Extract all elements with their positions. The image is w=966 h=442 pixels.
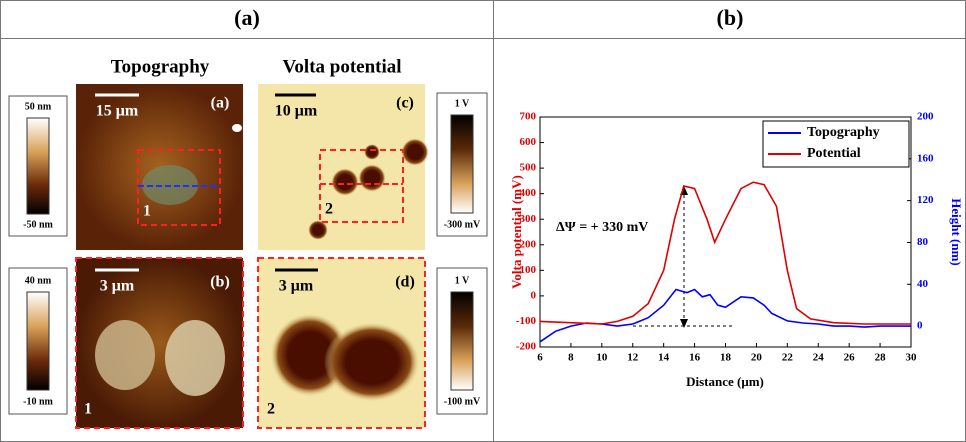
data-line xyxy=(539,181,911,325)
y2-tick-label: 160 xyxy=(917,152,934,164)
colorbar: 1 V -300 mV xyxy=(436,92,488,237)
data-line xyxy=(539,288,911,343)
colorbar: 50 nm -50 nm xyxy=(8,95,68,237)
image-label: (a) xyxy=(211,95,230,112)
x-tick-label: 12 xyxy=(627,352,639,364)
y2-tick-label: 0 xyxy=(917,320,923,332)
column-title: Topography xyxy=(111,56,210,77)
y-tick-label: 0 xyxy=(531,289,537,301)
image-label: (b) xyxy=(210,274,230,291)
y-tick-label: 500 xyxy=(520,162,537,174)
scale-label: 3 μm xyxy=(100,278,135,295)
colorbar-max: 40 nm xyxy=(25,275,52,286)
x-tick-label: 26 xyxy=(844,352,856,364)
colorbar-max: 50 nm xyxy=(25,101,52,112)
column-title: Volta potential xyxy=(282,56,401,77)
y2-axis-label: Height (nm) xyxy=(949,198,964,266)
region-label: 1 xyxy=(143,203,151,220)
y-tick-label: 400 xyxy=(520,187,537,199)
y-tick-label: 100 xyxy=(520,264,537,276)
colorbar-min: -100 mV xyxy=(444,396,481,407)
y2-tick-label: 80 xyxy=(917,236,929,248)
chart: ΔΨ = + 330 mV Distance (μm) Volta potent… xyxy=(509,111,964,389)
y-tick-label: 200 xyxy=(520,238,537,250)
micrograph: 15 μm (a) 1 xyxy=(76,84,243,250)
x-tick-label: 28 xyxy=(875,352,887,364)
x-axis-label: Distance (μm) xyxy=(686,374,764,389)
y-tick-label: 300 xyxy=(520,213,537,225)
y2-tick-label: 120 xyxy=(917,194,934,206)
image-label: (d) xyxy=(395,274,415,291)
y-tick-label: -200 xyxy=(516,341,537,353)
x-tick-label: 8 xyxy=(568,352,574,364)
x-tick-label: 20 xyxy=(751,352,763,364)
scale-label: 15 μm xyxy=(96,103,139,120)
y-tick-label: 600 xyxy=(520,136,537,148)
y-tick-label: 700 xyxy=(520,111,537,123)
x-tick-label: 6 xyxy=(537,352,543,364)
micrograph: 3 μm (b) 1 xyxy=(75,257,244,429)
colorbar: 40 nm -10 nm xyxy=(8,267,68,415)
annotation: ΔΨ = + 330 mV xyxy=(556,220,648,235)
x-tick-label: 30 xyxy=(906,352,918,364)
legend-label: Potential xyxy=(807,146,861,161)
panel-header: (b) xyxy=(717,5,744,30)
x-tick-label: 18 xyxy=(720,352,732,364)
micrograph: 3 μm (d) 2 xyxy=(257,257,426,429)
scale-label: 10 μm xyxy=(275,103,318,120)
colorbar-max: 1 V xyxy=(455,98,470,109)
x-tick-label: 16 xyxy=(689,352,701,364)
y-axis-label: Volta potential (mV) xyxy=(509,175,524,289)
legend-box xyxy=(762,120,910,168)
colorbar-min: -300 mV xyxy=(444,219,481,230)
micrograph: 10 μm (c) 2 xyxy=(258,84,429,250)
image-label: (c) xyxy=(396,95,414,112)
y-tick-label: -100 xyxy=(516,315,537,327)
scale-label: 3 μm xyxy=(279,278,314,295)
y2-tick-label: 200 xyxy=(917,111,934,123)
colorbar: 1 V -100 mV xyxy=(436,267,488,415)
x-tick-label: 14 xyxy=(658,352,670,364)
region-label: 2 xyxy=(267,401,275,418)
colorbar-min: -50 nm xyxy=(23,219,53,230)
x-tick-label: 22 xyxy=(782,352,794,364)
panel-header: (a) xyxy=(234,5,260,30)
region-label: 2 xyxy=(325,201,333,218)
region-label: 1 xyxy=(84,401,92,418)
x-tick-label: 24 xyxy=(813,352,825,364)
legend-label: Topography xyxy=(807,125,880,140)
y2-tick-label: 40 xyxy=(917,278,929,290)
colorbar-min: -10 nm xyxy=(23,396,53,407)
colorbar-max: 1 V xyxy=(455,275,470,286)
x-tick-label: 10 xyxy=(596,352,608,364)
